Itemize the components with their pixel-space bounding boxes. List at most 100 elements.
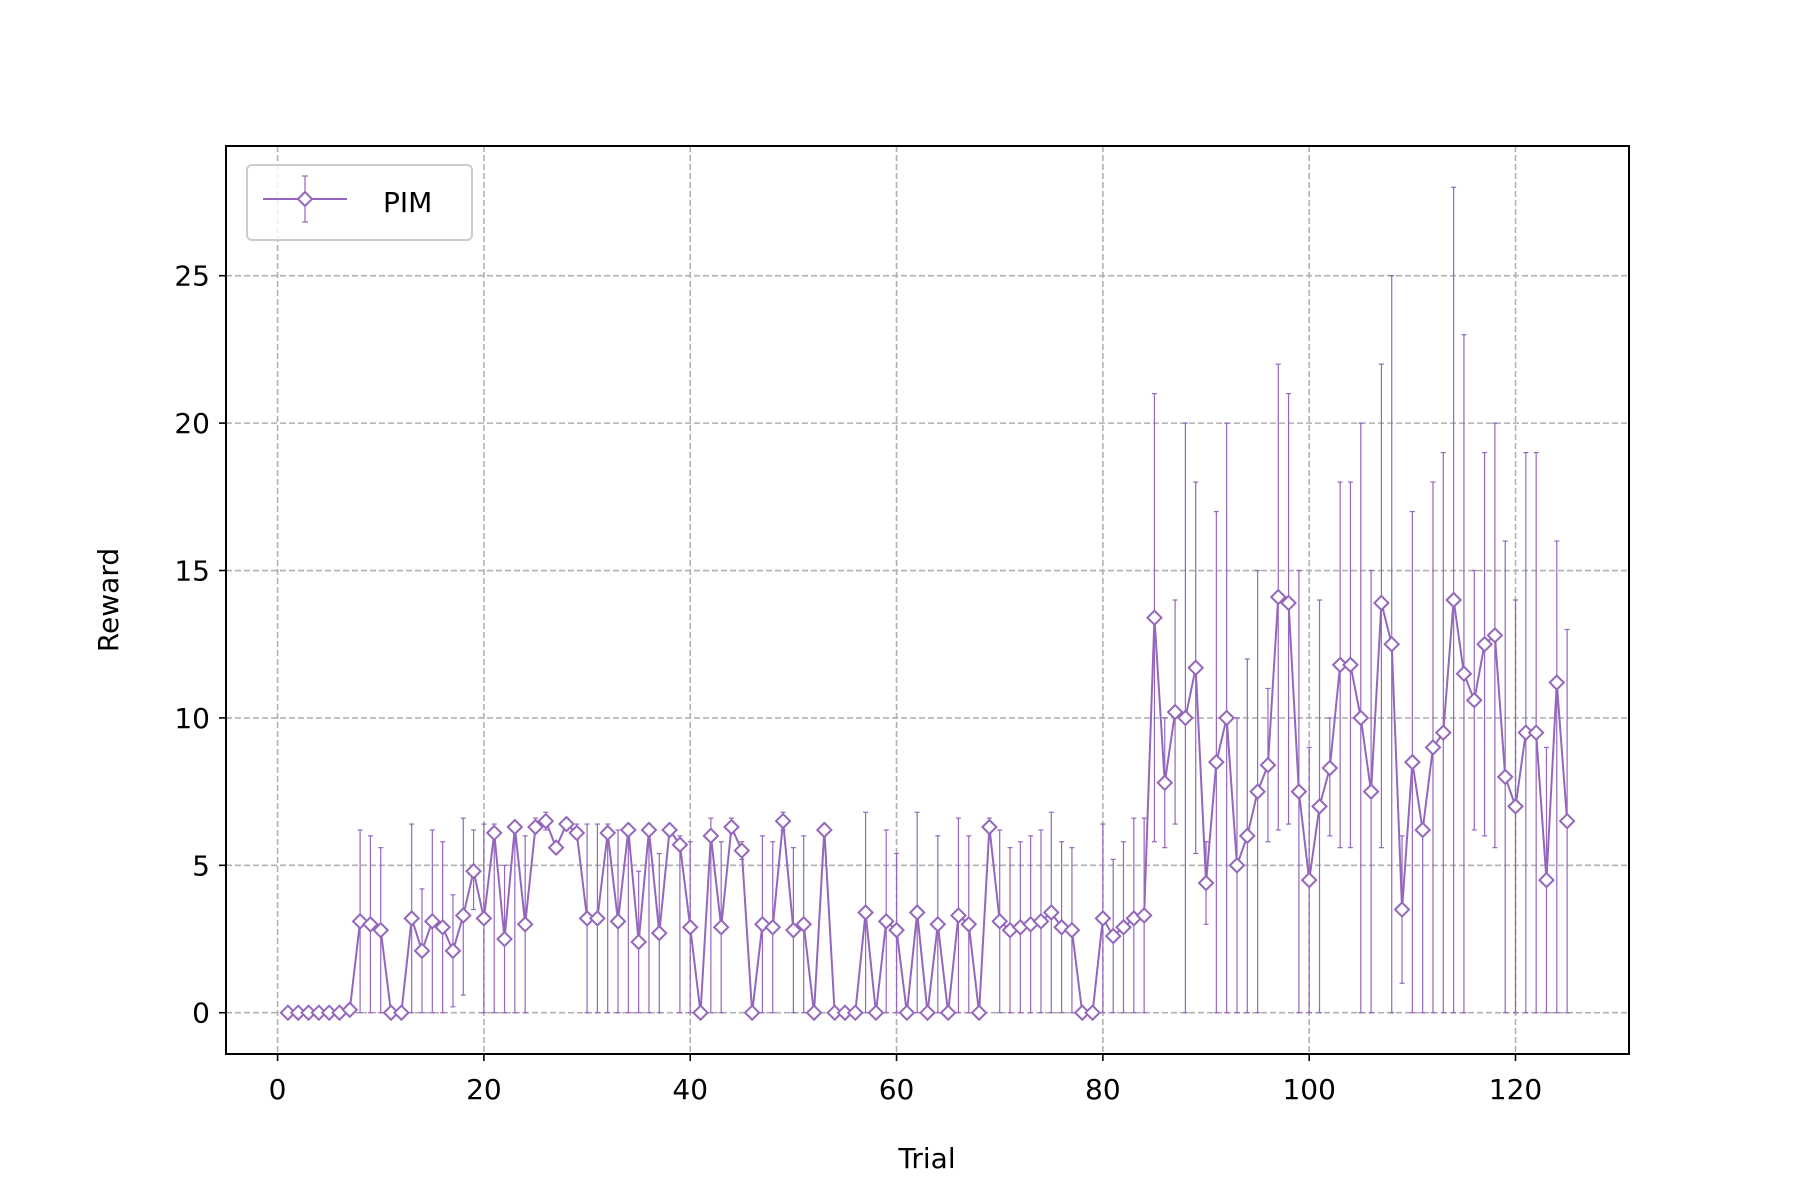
- data-point: [1042, 904, 1060, 921]
- data-point: [506, 818, 524, 836]
- x-tick-label: 60: [879, 1073, 915, 1106]
- data-point: [619, 821, 637, 839]
- data-point: [939, 1004, 957, 1022]
- x-tick-label: 100: [1282, 1073, 1335, 1106]
- data-point: [1146, 609, 1163, 627]
- data-point: [960, 915, 978, 933]
- data-point: [1455, 665, 1473, 683]
- data-point: [1403, 753, 1421, 771]
- data-point: [362, 915, 379, 933]
- y-tick-label: 15: [174, 555, 210, 588]
- data-point: [846, 1004, 864, 1022]
- data-point: [723, 818, 740, 836]
- data-point: [671, 836, 689, 854]
- data-point: [516, 915, 534, 933]
- data-point: [1342, 656, 1359, 674]
- x-tick-label: 80: [1085, 1073, 1121, 1106]
- axes-frame: [225, 145, 1630, 1055]
- data-point: [681, 918, 699, 936]
- data-point: [1465, 691, 1483, 709]
- data-point: [1063, 921, 1081, 939]
- data-point: [1197, 874, 1215, 892]
- data-point: [496, 930, 513, 948]
- data-point: [1269, 588, 1287, 606]
- data-point: [774, 812, 792, 830]
- data-point: [1249, 783, 1267, 801]
- data-point: [403, 909, 421, 927]
- data-point: [898, 1004, 916, 1022]
- data-point: [1362, 783, 1380, 801]
- x-tick-label: 0: [269, 1073, 287, 1106]
- x-tick-label: 120: [1489, 1073, 1542, 1106]
- data-point: [1486, 626, 1504, 644]
- data-point: [454, 907, 472, 924]
- data-point: [1156, 774, 1174, 792]
- data-point: [712, 918, 730, 936]
- data-point: [1538, 871, 1555, 889]
- data-point: [1300, 871, 1318, 889]
- data-point: [1507, 797, 1524, 815]
- data-point: [599, 824, 617, 842]
- y-axis-label: Reward: [92, 548, 125, 652]
- data-point: [1352, 709, 1370, 727]
- data-point: [888, 921, 905, 939]
- data-point: [991, 912, 1009, 930]
- data-point: [1187, 659, 1205, 677]
- data-point: [392, 1004, 410, 1022]
- x-tick-label: 40: [672, 1073, 708, 1106]
- y-tick-label: 20: [174, 407, 210, 440]
- data-point: [1290, 783, 1308, 801]
- legend: PIM: [246, 164, 473, 241]
- data-point: [1311, 797, 1328, 815]
- y-tick-label: 10: [174, 702, 210, 735]
- data-point: [950, 907, 967, 924]
- legend-marker-sample: [296, 190, 314, 208]
- data-point: [650, 924, 668, 942]
- data-point: [485, 824, 503, 842]
- data-point: [692, 1004, 709, 1022]
- data-point: [434, 918, 452, 936]
- data-point: [527, 818, 544, 836]
- data-point: [1259, 756, 1277, 774]
- data-point: [640, 821, 658, 839]
- data-point: [1548, 674, 1566, 691]
- data-point: [1527, 724, 1545, 742]
- series-line-pim: [287, 596, 1569, 1014]
- x-tick-label: 20: [466, 1073, 502, 1106]
- data-point: [795, 915, 813, 933]
- data-point: [588, 909, 606, 927]
- data-point: [1414, 821, 1432, 839]
- y-tick-label: 0: [192, 997, 210, 1030]
- data-point: [1176, 709, 1194, 727]
- data-point: [1558, 812, 1576, 830]
- data-point: [423, 912, 441, 930]
- data-point: [661, 821, 679, 839]
- data-point: [609, 912, 627, 930]
- data-point: [877, 912, 895, 930]
- data-point: [341, 1001, 359, 1019]
- data-point: [857, 904, 875, 921]
- data-point: [1321, 759, 1339, 777]
- data-point: [815, 821, 833, 839]
- y-tick-label: 25: [174, 260, 210, 293]
- data-point: [805, 1004, 823, 1022]
- data-point: [568, 824, 586, 842]
- data-point: [1476, 635, 1493, 653]
- data-point: [908, 904, 926, 921]
- data-point: [372, 921, 390, 939]
- data-point: [1393, 901, 1411, 918]
- data-point: [1207, 753, 1225, 771]
- data-point: [1084, 1004, 1101, 1022]
- data-point: [1115, 918, 1132, 936]
- data-point: [558, 815, 575, 833]
- data-point: [630, 933, 648, 951]
- data-point: [970, 1004, 988, 1022]
- axis-ticks: 0 20 40 60 80 100 120 0 5 10 15 20 25: [174, 260, 1542, 1106]
- data-point: [929, 915, 947, 933]
- data-point: [444, 942, 462, 960]
- data-point: [1032, 912, 1050, 930]
- data-point: [1218, 709, 1236, 727]
- data-point: [1228, 856, 1246, 874]
